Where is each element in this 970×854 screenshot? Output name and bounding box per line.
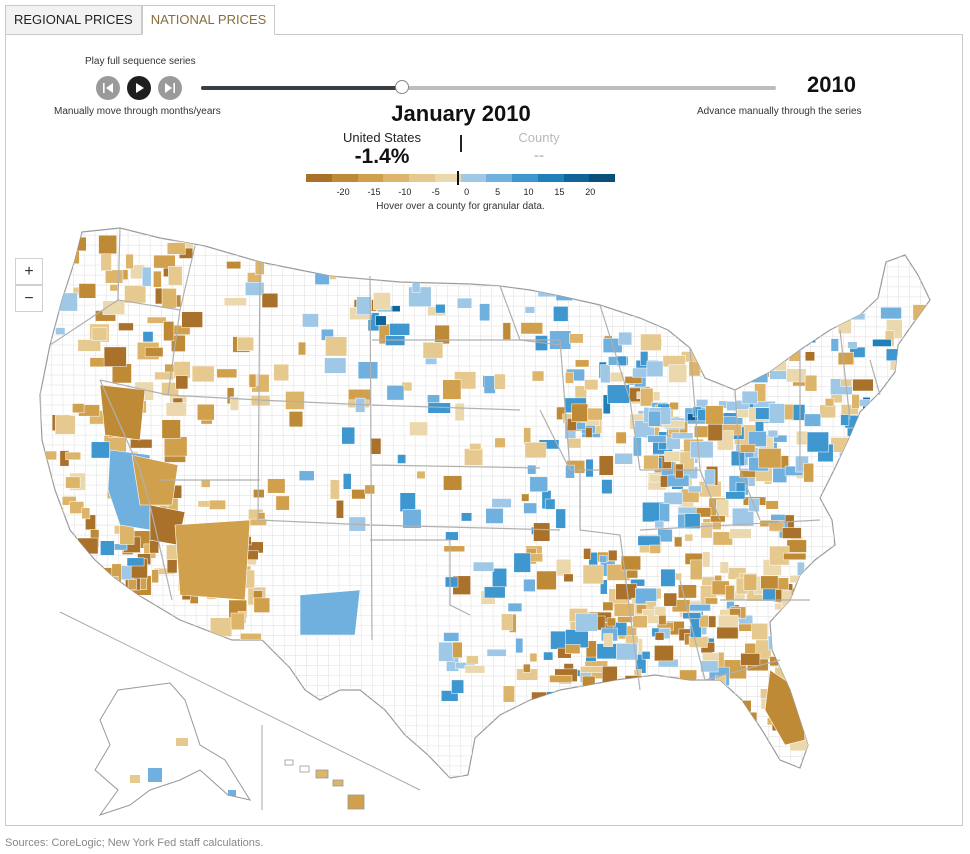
step-forward-button[interactable]: [158, 76, 182, 100]
legend-swatch: [434, 174, 461, 182]
legend-swatch: [409, 174, 435, 182]
step-back-button[interactable]: [96, 76, 120, 100]
play-button[interactable]: [127, 76, 151, 100]
legend-swatch: [460, 174, 487, 182]
minus-icon: −: [24, 289, 34, 307]
legend-swatch: [486, 174, 512, 182]
legend-swatch: [357, 174, 384, 182]
play-icon: [136, 83, 144, 93]
zoom-in-button[interactable]: +: [15, 258, 43, 285]
legend-indicator: [457, 171, 460, 185]
county-label: County: [518, 130, 560, 145]
step-forward-icon: [165, 83, 175, 93]
us-value: -1.4%: [354, 145, 410, 168]
hover-hint: Hover over a county for granular data.: [376, 201, 545, 212]
legend-swatch: [589, 174, 615, 182]
legend-tick-label: 0: [464, 187, 470, 197]
advance-caption: Advance manually through the series: [697, 106, 862, 117]
legend-tick-label: -10: [398, 187, 412, 197]
county-value: --: [534, 147, 544, 164]
manual-caption: Manually move through months/years: [54, 106, 221, 117]
legend-tick-label: -5: [431, 187, 440, 197]
legend-swatch: [306, 174, 332, 182]
tab-regional-prices[interactable]: REGIONAL PRICES: [5, 5, 142, 35]
timeline-progress: [201, 86, 403, 90]
legend-tick-label: 10: [523, 187, 534, 197]
legend-swatch: [383, 174, 409, 182]
tab-bar: REGIONAL PRICES NATIONAL PRICES: [5, 5, 276, 35]
plus-icon: +: [24, 262, 34, 280]
year-readout: 2010: [807, 72, 856, 97]
color-legend: [306, 174, 615, 182]
play-caption: Play full sequence series: [85, 56, 196, 67]
tab-national-prices[interactable]: NATIONAL PRICES: [141, 5, 276, 35]
legend-tick-label: 15: [554, 187, 565, 197]
timeline-handle[interactable]: [395, 80, 410, 94]
legend-swatch: [512, 174, 538, 182]
legend-tick-label: -20: [336, 187, 350, 197]
legend-tick-label: 5: [495, 187, 501, 197]
divider: [460, 135, 462, 152]
zoom-out-button[interactable]: −: [15, 285, 43, 312]
legend-swatch: [331, 174, 358, 182]
period-title: January 2010: [391, 101, 531, 126]
map-panel: [5, 34, 963, 826]
legend-tick-label: 20: [585, 187, 596, 197]
timeline-slider[interactable]: [201, 80, 776, 94]
step-back-icon: [103, 83, 113, 93]
legend-swatch: [563, 174, 590, 182]
us-label: United States: [342, 130, 422, 145]
sources-note: Sources: CoreLogic; New York Fed staff c…: [5, 837, 264, 849]
legend-tick-label: -15: [367, 187, 381, 197]
legend-swatch: [537, 174, 564, 182]
